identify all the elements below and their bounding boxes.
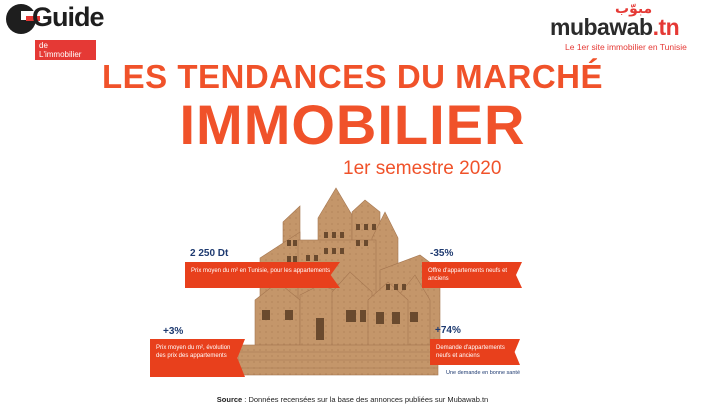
- stat-banner-demand: Demande d'appartements neufs et anciens: [430, 339, 520, 365]
- source-line: Source : Données recensées sur la base d…: [0, 395, 705, 404]
- guide-logo: Guide de L'immobilier: [6, 2, 105, 60]
- source-label: Source: [216, 395, 243, 404]
- demand-note: Une demande en bonne santé: [446, 370, 521, 376]
- guide-logo-sub: de L'immobilier: [35, 40, 96, 60]
- mubawab-tld: .tn: [652, 14, 680, 40]
- mubawab-arabic: مبوّب: [615, 1, 653, 17]
- title-line-3: 1er semestre 2020: [343, 158, 502, 179]
- mubawab-name: mubawab: [550, 14, 653, 40]
- guide-logo-text: Guide: [32, 2, 105, 32]
- stat-banner-price: Prix moyen du m² en Tunisie, pour les ap…: [185, 262, 340, 288]
- stat-value-offer: -35%: [430, 248, 454, 259]
- guide-bar-icon: [26, 16, 40, 21]
- mubawab-tagline: Le 1er site immobilier en Tunisie: [565, 42, 687, 52]
- stat-banner-offer: Offre d'appartements neufs et anciens: [422, 262, 522, 288]
- title-line-2: IMMOBILIER: [179, 93, 526, 156]
- mubawab-logo: mubawab.tn: [550, 14, 680, 41]
- stat-banner-evolution: Prix moyen du m², évolution des prix des…: [150, 339, 245, 377]
- stat-value-evolution: +3%: [163, 326, 184, 337]
- source-text: : Données recensées sur la base des anno…: [242, 395, 489, 404]
- title-line-1: LES TENDANCES DU MARCHÉ: [101, 58, 604, 95]
- stat-value-price: 2 250 Dt: [190, 248, 229, 259]
- stat-value-demand: +74%: [435, 325, 461, 336]
